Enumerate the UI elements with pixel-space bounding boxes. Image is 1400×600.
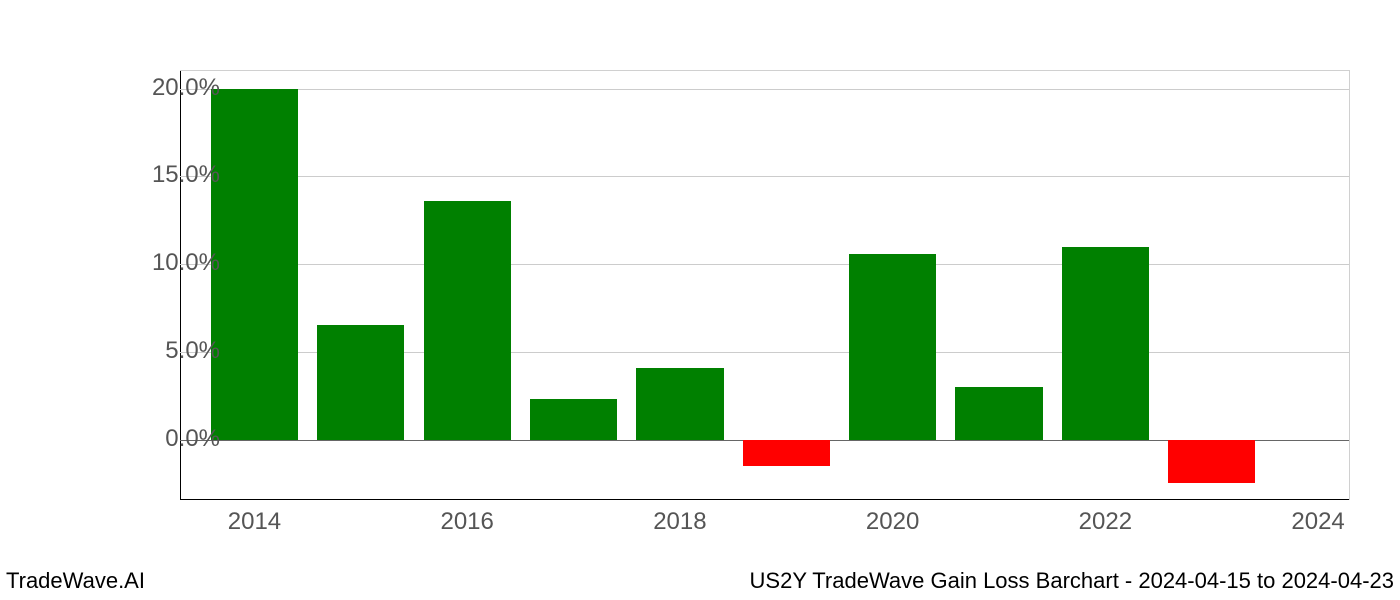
bar [743,440,830,466]
bar [636,368,723,440]
y-tick-label: 15.0% [130,161,220,189]
x-tick-label: 2016 [440,508,493,536]
x-tick-label: 2018 [653,508,706,536]
x-tick-label: 2014 [228,508,281,536]
y-tick-label: 0.0% [130,425,220,453]
y-tick-label: 10.0% [130,249,220,277]
footer-brand: TradeWave.AI [6,568,145,594]
x-tick-label: 2022 [1079,508,1132,536]
bar [317,325,404,439]
x-tick-label: 2024 [1291,508,1344,536]
bar [1062,247,1149,440]
y-tick-label: 20.0% [130,74,220,102]
bar [849,254,936,440]
x-tick-label: 2020 [866,508,919,536]
bar [424,201,511,440]
bar [211,89,298,440]
chart-area [180,70,1350,500]
bar [955,387,1042,440]
y-tick-label: 5.0% [130,337,220,365]
x-axis-spine [180,499,1349,500]
gridline [180,264,1349,265]
bar [530,399,617,439]
gridline [180,176,1349,177]
footer-title: US2Y TradeWave Gain Loss Barchart - 2024… [750,568,1394,594]
gridline [180,89,1349,90]
plot-area [180,70,1350,500]
bar [1168,440,1255,484]
